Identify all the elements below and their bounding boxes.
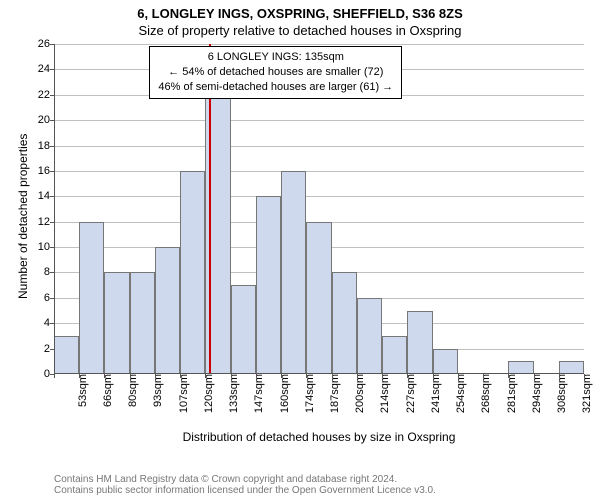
histogram-bar — [130, 272, 155, 374]
x-tick-label: 133sqm — [222, 374, 240, 413]
x-tick-label: 187sqm — [323, 374, 341, 413]
x-tick-label: 281sqm — [500, 374, 518, 413]
x-tick-label: 321sqm — [575, 374, 593, 413]
histogram-bar — [155, 247, 180, 374]
x-tick-label: 294sqm — [525, 374, 543, 413]
histogram-bar — [433, 349, 458, 374]
x-tick-label: 241sqm — [424, 374, 442, 413]
x-tick-label: 308sqm — [550, 374, 568, 413]
x-tick-label: 268sqm — [474, 374, 492, 413]
x-tick-label: 200sqm — [348, 374, 366, 413]
footer-line2: Contains public sector information licen… — [54, 485, 436, 496]
histogram-bar — [104, 272, 129, 374]
histogram-bar — [180, 171, 205, 374]
annotation-line1: 6 LONGLEY INGS: 135sqm — [158, 50, 393, 65]
histogram-bar — [382, 336, 407, 374]
x-tick-label: 93sqm — [146, 374, 164, 407]
histogram-bar — [407, 311, 432, 374]
x-tick-label: 160sqm — [273, 374, 291, 413]
footer-attribution: Contains HM Land Registry data © Crown c… — [54, 474, 436, 496]
histogram-bar — [231, 285, 256, 374]
x-tick-label: 80sqm — [121, 374, 139, 407]
histogram-bar — [357, 298, 382, 374]
annotation-box: 6 LONGLEY INGS: 135sqm ← 54% of detached… — [149, 46, 402, 99]
footer-line1: Contains HM Land Registry data © Crown c… — [54, 474, 436, 485]
x-tick-label: 107sqm — [172, 374, 190, 413]
x-tick-label: 174sqm — [298, 374, 316, 413]
annotation-line2: ← 54% of detached houses are smaller (72… — [158, 65, 393, 80]
y-axis-line — [54, 44, 55, 374]
x-tick-label: 120sqm — [197, 374, 215, 413]
histogram-bar — [332, 272, 357, 374]
histogram-bar — [306, 222, 331, 374]
chart-subtitle: Size of property relative to detached ho… — [0, 23, 600, 38]
x-tick-label: 254sqm — [449, 374, 467, 413]
x-tick-label: 53sqm — [71, 374, 89, 407]
histogram-bar — [54, 336, 79, 374]
histogram-bar — [79, 222, 104, 374]
x-tick-label: 66sqm — [96, 374, 114, 407]
x-tick-label: 227sqm — [399, 374, 417, 413]
x-tick-label: 214sqm — [373, 374, 391, 413]
histogram-bar — [281, 171, 306, 374]
histogram-bar — [256, 196, 281, 374]
y-axis-label: Number of detached properties — [16, 134, 30, 299]
x-axis-label: Distribution of detached houses by size … — [54, 430, 584, 444]
annotation-line3: 46% of semi-detached houses are larger (… — [158, 80, 393, 95]
chart-title: 6, LONGLEY INGS, OXSPRING, SHEFFIELD, S3… — [0, 0, 600, 21]
x-tick-label: 147sqm — [247, 374, 265, 413]
